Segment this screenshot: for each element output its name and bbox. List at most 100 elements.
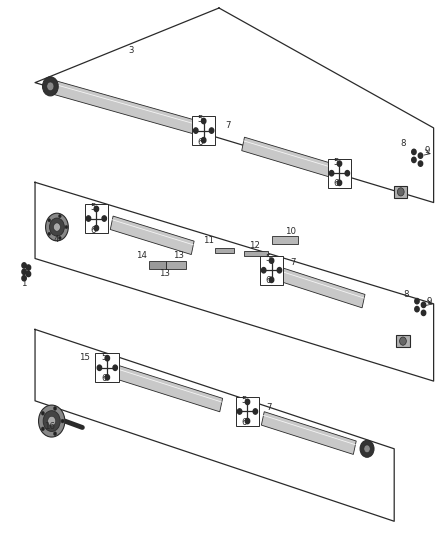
Bar xyxy=(244,251,268,256)
Circle shape xyxy=(245,399,250,405)
Circle shape xyxy=(97,365,102,370)
Circle shape xyxy=(59,236,61,240)
Text: 7: 7 xyxy=(225,122,230,130)
Text: 6: 6 xyxy=(90,226,95,235)
Circle shape xyxy=(105,356,110,361)
Text: 5: 5 xyxy=(198,116,203,124)
Circle shape xyxy=(22,263,26,268)
Bar xyxy=(192,116,215,145)
Text: 5: 5 xyxy=(90,204,95,212)
Circle shape xyxy=(201,138,206,143)
Text: 5: 5 xyxy=(102,353,107,361)
Polygon shape xyxy=(49,79,203,136)
Bar xyxy=(95,353,119,382)
Text: 8: 8 xyxy=(404,290,409,298)
Circle shape xyxy=(41,427,44,431)
Circle shape xyxy=(46,213,68,241)
Circle shape xyxy=(201,118,206,124)
Bar xyxy=(394,186,407,198)
Circle shape xyxy=(53,432,57,435)
Circle shape xyxy=(345,171,350,176)
Circle shape xyxy=(360,440,374,457)
Text: 5: 5 xyxy=(333,158,339,167)
Circle shape xyxy=(41,411,44,415)
Bar xyxy=(272,236,298,244)
Circle shape xyxy=(397,188,404,196)
Text: 7: 7 xyxy=(290,258,295,266)
Circle shape xyxy=(105,375,110,380)
Bar xyxy=(85,204,108,233)
Text: 14: 14 xyxy=(135,252,147,260)
Polygon shape xyxy=(242,137,347,182)
Bar xyxy=(328,159,351,188)
Text: 16: 16 xyxy=(43,422,55,431)
Text: 13: 13 xyxy=(173,252,184,260)
Text: 13: 13 xyxy=(159,269,170,278)
Circle shape xyxy=(113,365,117,370)
Text: 1: 1 xyxy=(21,279,26,288)
Text: 9: 9 xyxy=(427,297,432,305)
Bar xyxy=(236,397,259,426)
Circle shape xyxy=(237,409,242,414)
Text: 7: 7 xyxy=(267,403,272,412)
Text: 12: 12 xyxy=(248,241,260,249)
Text: 6: 6 xyxy=(265,277,271,285)
Circle shape xyxy=(269,258,274,263)
Circle shape xyxy=(269,277,274,282)
Text: 5: 5 xyxy=(241,397,247,405)
Circle shape xyxy=(86,216,91,221)
Circle shape xyxy=(49,218,64,236)
Circle shape xyxy=(53,223,60,231)
Circle shape xyxy=(47,82,54,91)
Circle shape xyxy=(42,77,58,96)
Circle shape xyxy=(399,337,406,345)
Circle shape xyxy=(415,306,419,312)
Text: 11: 11 xyxy=(203,237,215,245)
Text: 4: 4 xyxy=(53,235,59,244)
Circle shape xyxy=(421,310,426,316)
Text: 2: 2 xyxy=(25,268,30,276)
Circle shape xyxy=(209,128,214,133)
Circle shape xyxy=(22,269,26,274)
Circle shape xyxy=(337,161,342,166)
Circle shape xyxy=(102,216,106,221)
Polygon shape xyxy=(275,266,365,308)
Circle shape xyxy=(94,225,99,231)
Circle shape xyxy=(421,302,426,308)
Circle shape xyxy=(59,214,61,218)
Text: 15: 15 xyxy=(79,353,91,361)
Circle shape xyxy=(48,232,51,236)
Circle shape xyxy=(48,416,56,426)
Circle shape xyxy=(261,268,266,273)
Circle shape xyxy=(415,298,419,304)
Circle shape xyxy=(329,171,334,176)
Circle shape xyxy=(245,418,250,424)
Bar xyxy=(215,248,234,253)
Circle shape xyxy=(337,180,342,185)
Circle shape xyxy=(253,409,258,414)
Circle shape xyxy=(277,268,282,273)
Circle shape xyxy=(418,161,423,166)
Polygon shape xyxy=(110,216,194,255)
Circle shape xyxy=(412,149,416,155)
Text: 6: 6 xyxy=(333,180,339,188)
Circle shape xyxy=(418,153,423,158)
Circle shape xyxy=(61,419,64,423)
Text: 6: 6 xyxy=(198,138,203,147)
Circle shape xyxy=(48,219,51,222)
Circle shape xyxy=(194,128,198,133)
Text: 10: 10 xyxy=(285,228,297,236)
Circle shape xyxy=(53,407,57,410)
Bar xyxy=(396,335,410,347)
Bar xyxy=(260,256,283,285)
Circle shape xyxy=(39,405,65,437)
Polygon shape xyxy=(261,411,356,455)
Circle shape xyxy=(22,276,26,281)
Text: 3: 3 xyxy=(129,46,134,55)
Polygon shape xyxy=(110,364,223,412)
Text: 5: 5 xyxy=(265,254,271,263)
Circle shape xyxy=(26,265,31,270)
Text: 6: 6 xyxy=(241,418,247,426)
Circle shape xyxy=(364,445,370,453)
Text: 9: 9 xyxy=(424,146,430,155)
